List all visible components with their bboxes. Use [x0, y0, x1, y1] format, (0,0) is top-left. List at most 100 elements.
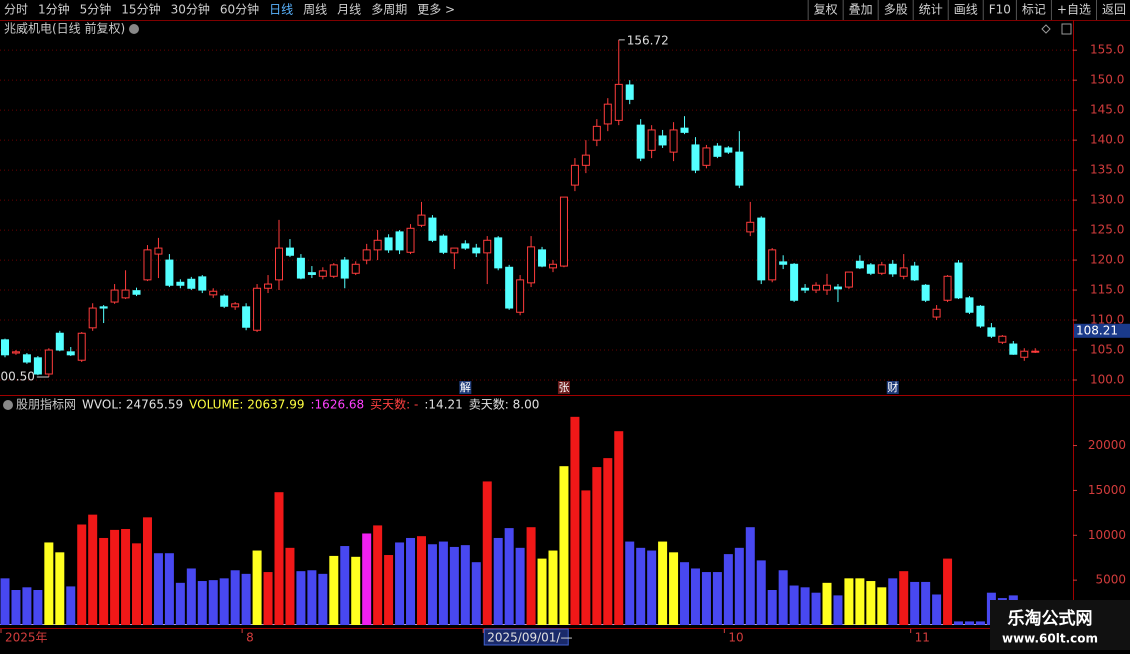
candle-body — [702, 147, 711, 166]
period-tab[interactable]: 更多 > — [417, 3, 455, 17]
volume-bar — [526, 527, 536, 625]
candle-body — [538, 249, 547, 267]
period-tab[interactable]: 多周期 — [371, 3, 407, 17]
candle-body — [1020, 350, 1029, 358]
volume-bar — [153, 553, 163, 625]
candle-body — [505, 266, 514, 309]
x-tick-label: 2025/09/01/— — [487, 631, 572, 645]
volume-bar — [910, 581, 920, 625]
volume-bar — [274, 492, 284, 625]
event-marker[interactable] — [459, 381, 472, 394]
tool-button[interactable]: 统计 — [919, 3, 943, 17]
diamond-icon[interactable] — [1041, 24, 1051, 34]
y-tick-label: 125.0 — [1090, 223, 1124, 237]
period-tab[interactable]: 5分钟 — [80, 2, 112, 17]
indicator-value: WVOL: 24765.59 — [82, 398, 183, 412]
period-tab[interactable]: 1分钟 — [38, 2, 70, 17]
candle-body — [1, 339, 9, 356]
candle-body — [527, 246, 536, 284]
volume-bar — [55, 552, 65, 625]
tool-button[interactable]: +自选 — [1057, 3, 1091, 17]
tool-button[interactable]: 复权 — [814, 3, 838, 17]
volume-bar — [482, 481, 492, 625]
volume-bar — [778, 570, 788, 625]
candle-body — [253, 287, 262, 331]
period-tab[interactable]: 60分钟 — [220, 2, 259, 17]
period-tab[interactable]: 30分钟 — [171, 2, 210, 17]
volume-bar — [384, 555, 394, 625]
candle-body — [866, 264, 875, 274]
candle-body — [318, 270, 327, 277]
volume-bar — [625, 541, 635, 625]
title-dropdown[interactable] — [129, 24, 139, 34]
candle-body — [285, 247, 294, 256]
candle-body — [143, 249, 152, 281]
volume-bar — [559, 466, 569, 625]
volume-bar — [351, 556, 361, 625]
tool-button[interactable]: 多股 — [884, 3, 908, 17]
volume-bar — [690, 568, 700, 625]
candle-body — [987, 327, 996, 337]
candle-body — [658, 135, 667, 146]
candle-body — [943, 275, 952, 301]
period-tab[interactable]: 月线 — [337, 3, 361, 17]
volume-bar — [855, 578, 865, 625]
candle-body — [351, 263, 360, 274]
candle-body — [406, 227, 415, 253]
y-tick-label: 120.0 — [1090, 253, 1124, 267]
volume-bar — [932, 594, 942, 625]
candle-body — [296, 257, 305, 279]
candle-body — [428, 217, 437, 241]
tool-button[interactable]: F10 — [989, 3, 1011, 17]
volume-bar — [44, 542, 54, 625]
indicator-value: 买天数: - — [370, 397, 418, 412]
period-tab[interactable]: 日线 — [269, 3, 293, 17]
volume-bar — [186, 568, 196, 625]
candle-body — [812, 284, 821, 291]
candle-body — [483, 239, 492, 254]
candle-body — [417, 214, 426, 226]
volume-bar — [121, 528, 131, 625]
volume-bar — [252, 550, 262, 625]
volume-bar — [877, 587, 887, 625]
y-tick-label: 140.0 — [1090, 133, 1124, 147]
candle-body — [220, 295, 229, 307]
volume-bar — [164, 553, 174, 625]
tool-button[interactable]: 画线 — [954, 3, 978, 17]
candle-body — [362, 249, 371, 261]
volume-bar — [636, 547, 646, 625]
y-tick-label: 5000 — [1095, 573, 1126, 587]
volume-bar — [296, 571, 306, 625]
window-icon[interactable] — [1061, 23, 1072, 35]
candle-body — [165, 259, 174, 286]
tool-button[interactable]: 叠加 — [849, 3, 873, 17]
event-marker[interactable] — [557, 381, 570, 394]
period-tab[interactable]: 15分钟 — [121, 2, 160, 17]
volume-bar — [373, 525, 383, 625]
volume-bar — [77, 524, 87, 625]
event-marker[interactable] — [886, 381, 899, 394]
x-tick-label: 10 — [728, 631, 743, 645]
volume-bar — [669, 552, 679, 625]
y-tick-label: 10000 — [1088, 528, 1126, 542]
candle-body — [154, 247, 163, 255]
volume-bar — [647, 550, 657, 625]
volume-bar — [504, 528, 514, 625]
tool-button[interactable]: 返回 — [1102, 3, 1126, 17]
candle-body — [264, 283, 273, 289]
volume-bar — [570, 416, 580, 625]
candle-body — [44, 349, 53, 375]
candle-body — [384, 237, 393, 251]
indicator-dropdown[interactable] — [3, 400, 13, 410]
candle-body — [603, 103, 612, 125]
period-tab[interactable]: 分时 — [4, 3, 28, 17]
volume-bar — [493, 537, 503, 625]
volume-bar — [175, 582, 185, 625]
period-tab[interactable]: 周线 — [303, 3, 327, 17]
tool-button[interactable]: 标记 — [1022, 3, 1046, 17]
volume-bar — [33, 590, 43, 625]
volume-bar — [219, 578, 229, 625]
volume-bar — [800, 587, 810, 625]
volume-bar — [603, 458, 613, 625]
